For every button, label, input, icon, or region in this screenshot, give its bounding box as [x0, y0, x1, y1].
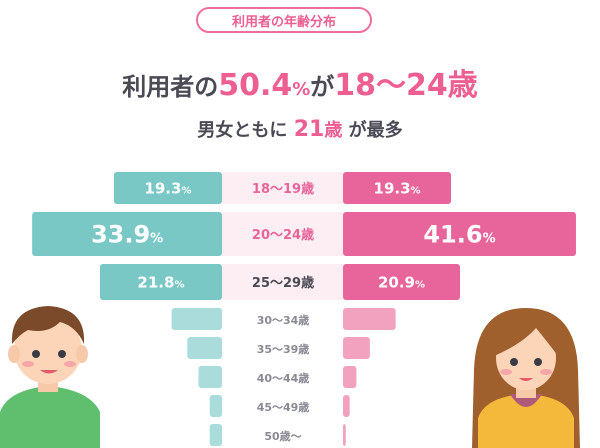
female-value-label: 41.6%	[423, 221, 495, 249]
female-bar	[343, 172, 452, 204]
age-label-bg	[222, 264, 343, 300]
headline-percent-unit: %	[292, 79, 311, 100]
age-category-label: 25〜29歳	[252, 275, 314, 291]
headline-mid: が	[310, 73, 335, 101]
headline-percent: 50.4	[218, 68, 293, 103]
male-bar	[113, 172, 222, 204]
age-category-label: 50歳〜	[264, 429, 301, 443]
headline-pre: 利用者の	[122, 73, 219, 101]
male-bar	[198, 366, 222, 388]
age-category-label: 40〜44歳	[257, 371, 310, 385]
headline: 利用者の50.4%が18〜24歳	[0, 60, 600, 104]
female-bar	[343, 395, 350, 417]
male-bar	[209, 424, 222, 446]
age-label-bg	[222, 172, 343, 204]
subheadline-age-unit: 歳	[324, 120, 343, 141]
male-user-icon	[0, 306, 100, 448]
male-bar	[32, 212, 222, 256]
female-bar	[343, 264, 461, 300]
age-category-label: 30〜34歳	[257, 313, 310, 327]
female-bar	[343, 424, 346, 446]
male-bar	[171, 308, 222, 330]
age-label-bg	[222, 212, 343, 256]
subheadline-post: が最多	[348, 120, 403, 141]
male-value-label: 21.8%	[137, 273, 184, 291]
female-bar	[343, 212, 576, 256]
female-bar	[343, 366, 357, 388]
title-badge: 利用者の年齢分布	[196, 7, 372, 33]
age-category-label: 45〜49歳	[257, 400, 310, 414]
age-category-label: 20〜24歳	[252, 227, 314, 243]
subheadline-pre: 男女ともに	[197, 120, 288, 141]
age-category-label: 18〜19歳	[252, 181, 314, 197]
female-value-label: 20.9%	[378, 273, 425, 291]
subheadline-age: 21	[293, 117, 325, 142]
female-bar	[343, 308, 396, 330]
male-bar	[187, 337, 222, 359]
age-category-label: 35〜39歳	[257, 342, 310, 356]
female-user-icon	[472, 308, 580, 448]
female-value-label: 19.3%	[374, 179, 421, 197]
female-bar	[343, 337, 370, 359]
male-bar	[209, 395, 222, 417]
male-value-label: 33.9%	[91, 221, 163, 249]
male-value-label: 19.3%	[144, 179, 191, 197]
subheadline: 男女ともに 21歳 が最多	[0, 116, 600, 142]
headline-age-range: 18〜24	[334, 68, 448, 103]
headline-age-suffix: 歳	[447, 68, 478, 103]
male-bar	[99, 264, 222, 300]
